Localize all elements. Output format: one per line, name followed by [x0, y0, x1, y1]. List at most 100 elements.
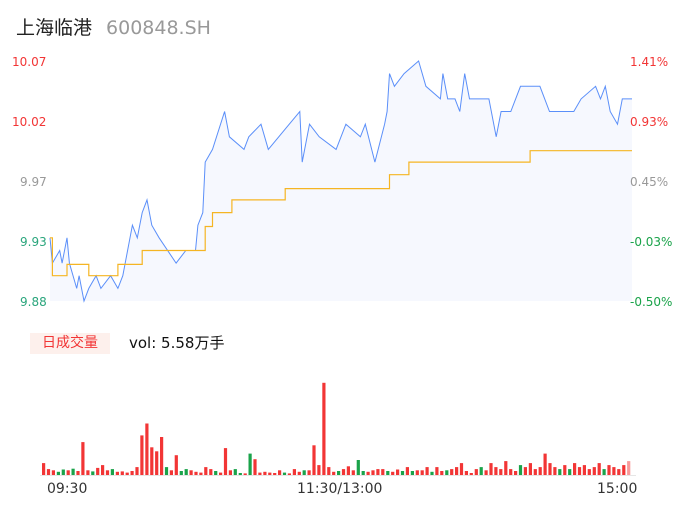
volume-bar [209, 469, 213, 475]
volume-bar [160, 437, 164, 475]
volume-bar [499, 469, 503, 475]
volume-bar [391, 471, 395, 475]
volume-bar [592, 467, 596, 475]
volume-bar [174, 455, 178, 475]
average-price-line [50, 150, 632, 277]
volume-bar [145, 423, 149, 475]
volume-bar [66, 470, 70, 476]
volume-bar [214, 471, 218, 475]
volume-bar [302, 470, 306, 476]
volume-bar [91, 471, 95, 475]
stock-title: 上海临港 600848.SH [16, 13, 211, 40]
volume-bar [558, 469, 562, 475]
volume-bar [400, 471, 405, 475]
volume-readout: vol: 5.58万手 [129, 334, 225, 352]
volume-bar [533, 469, 537, 475]
volume-bar [538, 467, 542, 475]
volume-bar [125, 472, 129, 475]
volume-bar [518, 465, 523, 475]
volume-bar [140, 435, 144, 475]
volume-bar [258, 472, 262, 475]
volume-bar [509, 469, 513, 475]
volume-bar [479, 467, 483, 475]
volume-bar [464, 471, 468, 475]
volume-bar [189, 470, 193, 476]
volume-bar [361, 471, 365, 475]
volume-bar [366, 471, 370, 475]
volume-bar [228, 470, 232, 476]
volume-bar [322, 382, 326, 475]
volume-bar [332, 471, 336, 475]
volume-bar [410, 471, 414, 475]
volume-bar [597, 463, 601, 475]
volume-bar [563, 465, 567, 475]
volume-bar [164, 467, 169, 475]
volume-bar [105, 470, 110, 476]
volume-bar [386, 471, 390, 475]
volume-bar [474, 469, 478, 475]
volume-bar [607, 465, 611, 475]
volume-bars [42, 382, 631, 476]
daily-volume-tab[interactable]: 日成交量 [30, 333, 110, 354]
volume-bar [514, 471, 518, 475]
volume-bar [396, 469, 400, 475]
volume-bar [494, 467, 498, 475]
volume-bar [248, 453, 252, 475]
volume-bar [440, 471, 444, 475]
volume-bar [96, 467, 100, 475]
y-tick-right: 0.93% [630, 115, 669, 129]
volume-bar [587, 469, 591, 475]
volume-bar [61, 469, 65, 475]
volume-bar [312, 445, 316, 475]
volume-bar [523, 467, 527, 475]
volume-bar [120, 471, 124, 475]
volume-bar [46, 469, 51, 475]
volume-bar [86, 470, 90, 476]
volume-bar [445, 470, 449, 476]
volume-bar [155, 451, 159, 476]
volume-bar [204, 467, 208, 475]
volume-bar [582, 465, 586, 475]
volume-bar [307, 470, 311, 476]
volume-bar [101, 465, 105, 475]
volume-bar [420, 470, 424, 476]
volume-bar [435, 467, 439, 475]
volume-bar [405, 467, 409, 475]
volume-bar [568, 469, 572, 475]
y-tick-left: 9.88 [20, 295, 47, 309]
volume-bar [548, 463, 552, 475]
volume-bar [110, 469, 114, 475]
volume-bar [573, 463, 577, 475]
volume-bar [317, 465, 321, 475]
volume-bar [184, 469, 188, 475]
volume-bar [553, 467, 557, 475]
volume-bar [504, 461, 508, 475]
stock-name: 上海临港 [16, 17, 93, 39]
volume-bar [543, 453, 547, 475]
volume-bar [297, 471, 301, 475]
volume-bar [150, 447, 154, 475]
volume-bar [612, 467, 616, 475]
volume-bar [371, 470, 375, 476]
volume-bar [287, 473, 291, 475]
y-tick-left: 10.02 [12, 115, 47, 129]
volume-bar [327, 467, 331, 475]
volume-bar [42, 463, 46, 475]
volume-bar [381, 469, 385, 475]
volume-bar [282, 472, 287, 475]
volume-bar [223, 448, 228, 475]
volume-bar [253, 459, 257, 475]
y-tick-right: 1.41% [630, 55, 669, 69]
volume-bar [415, 470, 419, 476]
volume-bar [622, 465, 626, 475]
volume-bar [238, 473, 242, 475]
volume-bar [337, 471, 341, 475]
volume-bar [130, 471, 134, 475]
volume-bar [627, 461, 631, 475]
volume-bar [602, 469, 606, 475]
volume-bar [71, 468, 75, 475]
volume-bar [278, 470, 282, 476]
volume-bar [356, 460, 360, 475]
volume-bar [273, 473, 277, 475]
